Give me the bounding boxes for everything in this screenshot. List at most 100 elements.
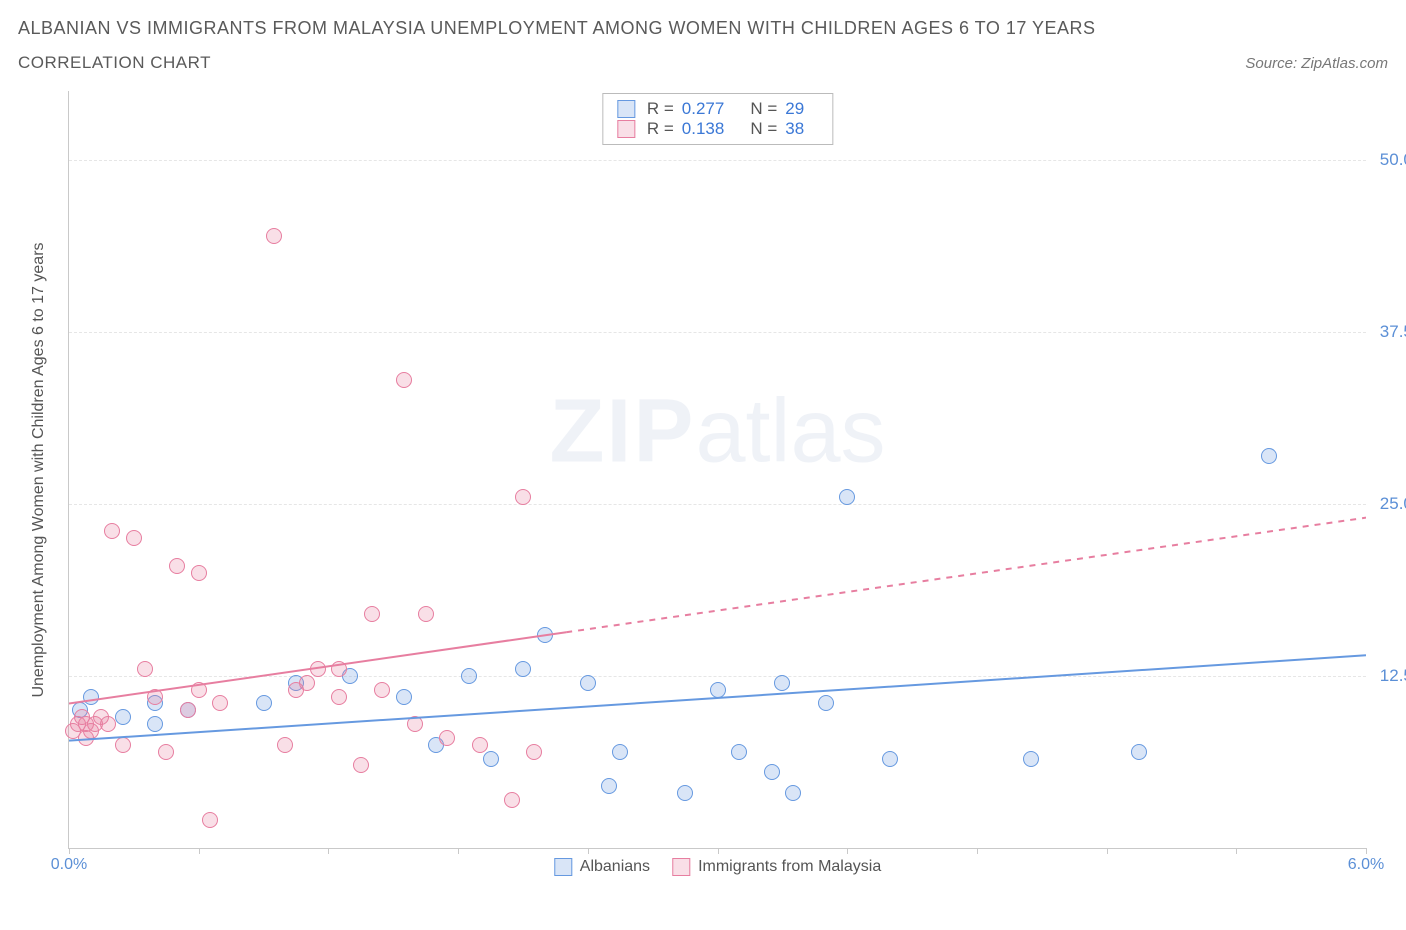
- data-point: [137, 661, 153, 677]
- stat-n-value: 38: [785, 119, 804, 139]
- legend-stat-row: R = 0.277 N = 29: [617, 99, 818, 119]
- data-point: [515, 661, 531, 677]
- legend-series-item: Albanians: [554, 858, 650, 876]
- data-point: [396, 689, 412, 705]
- correlation-chart: ZIPatlas Unemployment Among Women with C…: [18, 81, 1388, 891]
- data-point: [839, 489, 855, 505]
- data-point: [472, 737, 488, 753]
- legend-stats: R = 0.277 N = 29 R = 0.138 N = 38: [602, 93, 833, 145]
- data-point: [731, 744, 747, 760]
- data-point: [100, 716, 116, 732]
- trend-lines: [69, 91, 1366, 848]
- chart-subtitle: CORRELATION CHART: [18, 53, 211, 73]
- legend-series-label: Albanians: [580, 858, 650, 876]
- x-tick: [199, 848, 200, 854]
- data-point: [396, 372, 412, 388]
- swatch-icon: [554, 858, 572, 876]
- data-point: [774, 675, 790, 691]
- data-point: [115, 737, 131, 753]
- data-point: [515, 489, 531, 505]
- gridline: [69, 160, 1366, 161]
- x-tick: [977, 848, 978, 854]
- stat-r-label: R =: [647, 99, 674, 119]
- legend-series-label: Immigrants from Malaysia: [698, 858, 881, 876]
- data-point: [1261, 448, 1277, 464]
- data-point: [483, 751, 499, 767]
- swatch-icon: [672, 858, 690, 876]
- gridline: [69, 676, 1366, 677]
- chart-title: ALBANIAN VS IMMIGRANTS FROM MALAYSIA UNE…: [18, 18, 1388, 39]
- data-point: [818, 695, 834, 711]
- data-point: [331, 661, 347, 677]
- data-point: [407, 716, 423, 732]
- data-point: [374, 682, 390, 698]
- x-tick: [588, 848, 589, 854]
- source-citation: Source: ZipAtlas.com: [1245, 55, 1388, 72]
- x-tick-label: 6.0%: [1348, 856, 1384, 874]
- data-point: [277, 737, 293, 753]
- data-point: [115, 709, 131, 725]
- x-tick: [847, 848, 848, 854]
- x-tick-label: 0.0%: [51, 856, 87, 874]
- data-point: [764, 764, 780, 780]
- y-tick-label: 25.0%: [1368, 494, 1406, 514]
- data-point: [353, 757, 369, 773]
- y-tick-label: 12.5%: [1368, 666, 1406, 686]
- data-point: [785, 785, 801, 801]
- swatch-icon: [617, 120, 635, 138]
- data-point: [580, 675, 596, 691]
- data-point: [418, 606, 434, 622]
- data-point: [158, 744, 174, 760]
- swatch-icon: [617, 100, 635, 118]
- data-point: [710, 682, 726, 698]
- data-point: [212, 695, 228, 711]
- stat-n-label: N =: [750, 99, 777, 119]
- data-point: [299, 675, 315, 691]
- legend-stat-row: R = 0.138 N = 38: [617, 119, 818, 139]
- stat-n-label: N =: [750, 119, 777, 139]
- data-point: [83, 689, 99, 705]
- stat-n-value: 29: [785, 99, 804, 119]
- data-point: [147, 716, 163, 732]
- data-point: [677, 785, 693, 801]
- plot-area: ZIPatlas Unemployment Among Women with C…: [68, 91, 1366, 849]
- stat-r-value: 0.277: [682, 99, 725, 119]
- x-tick: [458, 848, 459, 854]
- x-tick: [718, 848, 719, 854]
- x-tick: [1107, 848, 1108, 854]
- data-point: [256, 695, 272, 711]
- data-point: [191, 565, 207, 581]
- data-point: [439, 730, 455, 746]
- data-point: [331, 689, 347, 705]
- data-point: [1131, 744, 1147, 760]
- data-point: [266, 228, 282, 244]
- gridline: [69, 504, 1366, 505]
- y-axis-label: Unemployment Among Women with Children A…: [30, 242, 48, 697]
- legend-series-item: Immigrants from Malaysia: [672, 858, 881, 876]
- x-tick: [328, 848, 329, 854]
- data-point: [104, 523, 120, 539]
- y-tick-label: 37.5%: [1368, 322, 1406, 342]
- y-tick-label: 50.0%: [1368, 150, 1406, 170]
- x-tick: [69, 848, 70, 854]
- data-point: [364, 606, 380, 622]
- data-point: [180, 702, 196, 718]
- data-point: [601, 778, 617, 794]
- data-point: [126, 530, 142, 546]
- data-point: [191, 682, 207, 698]
- data-point: [169, 558, 185, 574]
- stat-r-value: 0.138: [682, 119, 725, 139]
- data-point: [461, 668, 477, 684]
- data-point: [526, 744, 542, 760]
- data-point: [202, 812, 218, 828]
- data-point: [612, 744, 628, 760]
- gridline: [69, 332, 1366, 333]
- data-point: [537, 627, 553, 643]
- x-tick: [1366, 848, 1367, 854]
- data-point: [882, 751, 898, 767]
- watermark: ZIPatlas: [549, 380, 885, 483]
- data-point: [1023, 751, 1039, 767]
- stat-r-label: R =: [647, 119, 674, 139]
- data-point: [147, 689, 163, 705]
- data-point: [504, 792, 520, 808]
